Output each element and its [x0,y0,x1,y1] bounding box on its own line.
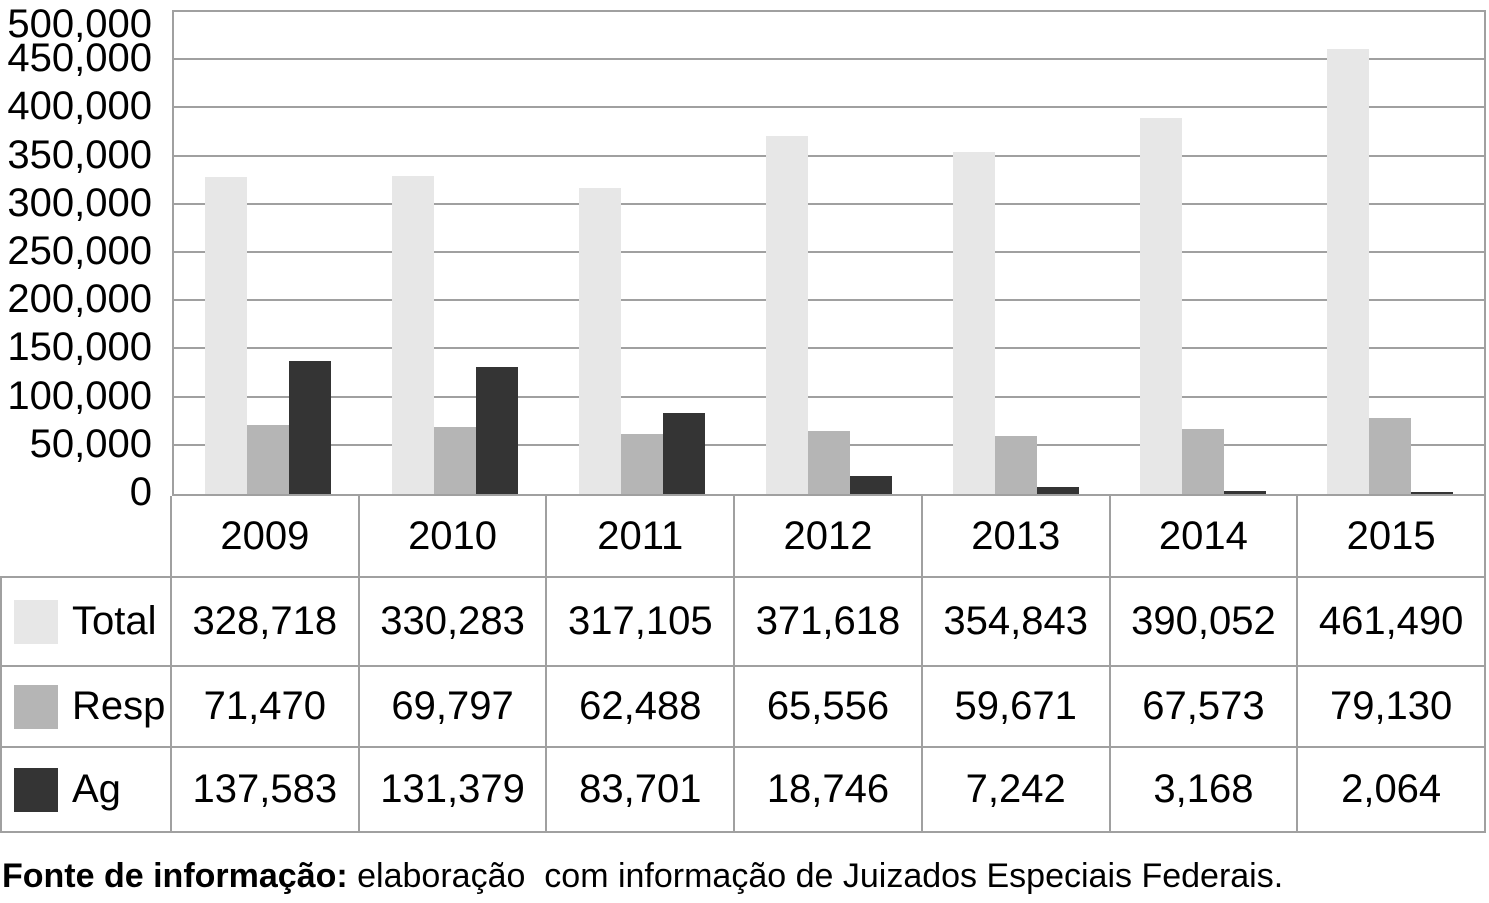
legend-swatch-resp [14,684,58,729]
gridline [174,347,1484,350]
bar-ag-2009 [288,361,331,494]
legend-cell-resp: Resp [0,667,172,748]
bar-resp-2013 [995,436,1038,494]
value-cell: 354,843 [922,578,1111,667]
value-cell: 62,488 [547,667,736,748]
y-tick-label: 150,000 [7,325,152,370]
value-cell: 2,064 [1298,748,1486,833]
year-header-cell: 2013 [922,496,1111,578]
bar-total-2012 [766,136,808,494]
legend-label: Total [72,599,157,643]
legend-swatch-ag [14,767,58,812]
source-note-text: elaboração com informação de Juizados Es… [347,857,1284,895]
bar-total-2009 [204,177,247,494]
table-corner-cell [0,496,172,578]
value-cell: 131,379 [359,748,548,833]
gridline [174,251,1484,253]
value-cell: 328,718 [172,578,360,667]
y-tick-label: 250,000 [7,229,152,273]
bar-total-2014 [1140,118,1183,494]
y-tick-label: 400,000 [7,84,152,129]
y-tick-label: 500,000 [7,2,152,46]
value-cell: 137,583 [172,748,360,833]
value-cell: 7,242 [922,748,1111,833]
value-cell: 317,105 [547,578,736,667]
y-tick-label: 50,000 [29,421,152,466]
source-note: Fonte de informação: elaboração com info… [2,852,1487,900]
y-tick-label: 100,000 [7,373,152,418]
legend-label: Resp [72,684,166,728]
bar-resp-2012 [808,431,850,494]
data-table: 2009 2010 2011 2012 2013 2014 2015 Total 328,718… [0,496,1486,833]
bar-ag-2011 [662,413,705,494]
gridline [174,202,1484,205]
value-cell: 69,797 [359,667,548,748]
year-header-cell: 2011 [547,496,736,578]
year-header-cell: 2012 [735,496,923,578]
year-header-cell: 2010 [359,496,548,578]
gridline [174,106,1484,109]
bar-total-2015 [1327,49,1370,494]
bar-ag-2010 [475,367,518,494]
year-header-cell: 2009 [172,496,360,578]
legend-cell-ag: Ag [0,748,172,833]
bar-resp-2009 [246,425,289,494]
bar-total-2011 [578,188,621,494]
bar-ag-2012 [850,476,892,494]
value-cell: 461,490 [1298,578,1486,667]
y-tick-label: 300,000 [7,180,152,225]
plot-area [172,10,1486,496]
value-cell: 371,618 [735,578,923,667]
bar-ag-2015 [1411,492,1454,494]
year-header-cell: 2014 [1110,496,1299,578]
legend-swatch-total [14,599,58,644]
y-tick-label: 200,000 [7,277,152,322]
source-note-label: Fonte de informação: [2,857,348,895]
bar-resp-2014 [1182,429,1225,494]
y-tick-label: 350,000 [7,132,152,177]
y-tick-label: 450,000 [7,36,152,81]
legend-label: Ag [72,767,121,811]
bar-resp-2015 [1369,418,1412,494]
value-cell: 390,052 [1110,578,1299,667]
gridline [174,154,1484,157]
value-cell: 65,556 [735,667,923,748]
gridline [174,58,1484,61]
value-cell: 79,130 [1298,667,1486,748]
bar-chart: 500,000 450,000 400,000 350,000 300,000 250,0… [0,0,1486,514]
value-cell: 330,283 [359,578,548,667]
value-cell: 3,168 [1110,748,1299,833]
value-cell: 67,573 [1110,667,1299,748]
y-tick-label: 0 [129,470,152,514]
value-cell: 71,470 [172,667,360,748]
y-axis: 500,000 450,000 400,000 350,000 300,000 250,0… [0,0,152,514]
bar-resp-2010 [433,427,476,494]
gridline [174,299,1484,302]
value-cell: 18,746 [735,748,923,833]
bar-total-2010 [391,176,434,494]
bar-ag-2014 [1224,491,1267,494]
year-header-cell: 2015 [1298,496,1486,578]
gridline [174,395,1484,398]
bar-ag-2013 [1037,487,1080,494]
legend-cell-total: Total [0,578,172,667]
bar-total-2013 [953,152,996,494]
value-cell: 83,701 [547,748,736,833]
value-cell: 59,671 [922,667,1111,748]
bar-resp-2011 [620,434,663,494]
